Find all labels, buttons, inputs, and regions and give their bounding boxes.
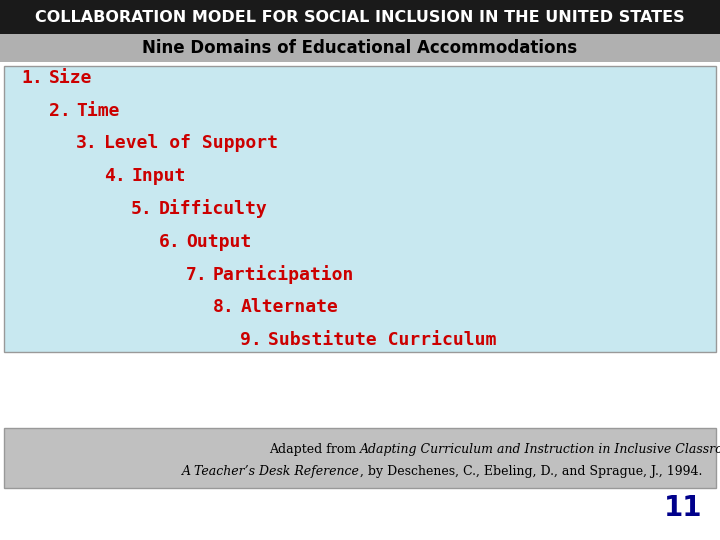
Bar: [4, 428, 716, 488]
Text: Output: Output: [186, 233, 251, 251]
Text: Substitute Curriculum: Substitute Curriculum: [268, 331, 496, 349]
Text: Adapted from: Adapted from: [269, 442, 360, 456]
Bar: [0, 0, 720, 34]
Text: Participation: Participation: [213, 265, 354, 284]
Text: Level of Support: Level of Support: [104, 134, 278, 152]
Text: 3.: 3.: [76, 134, 98, 152]
Text: Difficulty: Difficulty: [158, 199, 267, 219]
Text: Nine Domains of Educational Accommodations: Nine Domains of Educational Accommodatio…: [143, 39, 577, 57]
Text: Alternate: Alternate: [240, 298, 338, 316]
Text: 6.: 6.: [158, 233, 180, 251]
Text: 8.: 8.: [213, 298, 235, 316]
Text: , by Deschenes, C., Ebeling, D., and Sprague, J., 1994.: , by Deschenes, C., Ebeling, D., and Spr…: [360, 465, 703, 478]
Text: 1.: 1.: [22, 69, 43, 87]
Text: Input: Input: [131, 167, 186, 185]
Text: Time: Time: [76, 102, 120, 120]
Text: 7.: 7.: [186, 266, 207, 284]
Text: 5.: 5.: [131, 200, 153, 218]
Text: 11: 11: [664, 494, 702, 522]
Bar: [0, 34, 720, 62]
Text: COLLABORATION MODEL FOR SOCIAL INCLUSION IN THE UNITED STATES: COLLABORATION MODEL FOR SOCIAL INCLUSION…: [35, 10, 685, 24]
Text: A Teacher’s Desk Reference: A Teacher’s Desk Reference: [182, 465, 360, 478]
Bar: [4, 66, 716, 352]
Text: Size: Size: [49, 69, 92, 87]
Text: Adapting Curriculum and Instruction in Inclusive Classrooms:: Adapting Curriculum and Instruction in I…: [360, 442, 720, 456]
Text: 4.: 4.: [104, 167, 125, 185]
Text: 2.: 2.: [49, 102, 71, 120]
Text: 9.: 9.: [240, 331, 262, 349]
